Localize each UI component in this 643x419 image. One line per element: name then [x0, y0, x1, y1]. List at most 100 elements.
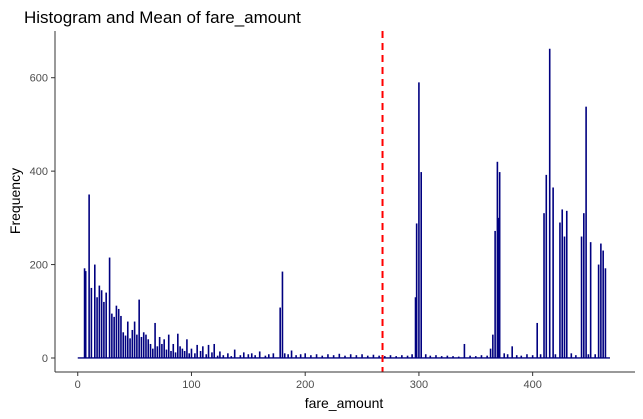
x-tick-label: 200	[296, 379, 314, 391]
y-ticks-group: 0 200 400 600	[30, 73, 55, 365]
histogram-bar	[117, 308, 120, 358]
histogram-bar	[129, 338, 131, 358]
histogram-bar	[452, 356, 454, 358]
histogram-bar	[604, 268, 607, 358]
histogram-bar	[202, 346, 204, 358]
histogram-bar	[414, 297, 417, 358]
histogram-bar	[111, 313, 113, 358]
histogram-bar	[580, 236, 583, 358]
y-tick-label: 600	[30, 73, 48, 85]
histogram-bar	[548, 48, 551, 358]
histogram-bar	[486, 355, 488, 358]
histogram-bar	[140, 336, 143, 358]
histogram-bar	[304, 353, 306, 358]
histogram-bar	[575, 355, 577, 358]
histogram-bar	[174, 352, 177, 358]
histogram-bar	[355, 355, 358, 358]
bars-group	[77, 48, 610, 359]
histogram-bar	[526, 354, 528, 358]
x-axis-label: fare_amount	[305, 395, 384, 411]
histogram-bar	[108, 257, 111, 358]
histogram-bar	[163, 339, 165, 358]
histogram-bar	[406, 355, 409, 358]
histogram-bar	[531, 355, 534, 358]
histogram-bar	[378, 355, 380, 358]
histogram-bar	[515, 355, 518, 358]
histogram-bar	[389, 355, 392, 358]
histogram-bar	[126, 321, 129, 358]
histogram-bar	[281, 271, 284, 358]
histogram-bar	[349, 354, 352, 358]
histogram-bar	[199, 350, 202, 358]
histogram-bar	[589, 242, 592, 358]
histogram-bar	[205, 354, 208, 358]
y-tick-label: 400	[30, 166, 48, 178]
histogram-bar	[239, 355, 242, 358]
y-tick-label: 200	[30, 260, 48, 272]
x-tick-label: 400	[523, 379, 541, 391]
histogram-bar	[474, 356, 477, 358]
histogram-bar	[254, 355, 256, 358]
histogram-bar	[156, 346, 159, 358]
histogram-bar	[494, 230, 496, 358]
histogram-bar	[179, 346, 181, 358]
histogram-bar	[338, 353, 341, 358]
histogram-bar	[133, 321, 136, 358]
histogram-bar	[446, 355, 449, 358]
histogram-bar	[411, 354, 413, 358]
y-axis-label: Frequency	[7, 168, 23, 234]
histogram-bar	[181, 348, 184, 358]
histogram-bar	[211, 352, 213, 358]
histogram-bar	[415, 223, 418, 358]
histogram-bar	[264, 355, 267, 358]
histogram-bar	[290, 350, 293, 358]
histogram-bar	[186, 339, 188, 358]
histogram-bar	[295, 355, 297, 358]
histogram-bar	[147, 339, 150, 358]
histogram-bar	[310, 355, 312, 358]
histogram-bar	[503, 353, 506, 358]
histogram-bar	[395, 356, 397, 358]
histogram-bar	[420, 172, 422, 358]
histogram-bar	[463, 343, 466, 358]
histogram-bar	[279, 307, 281, 358]
histogram-bar	[344, 355, 346, 358]
histogram-bar	[272, 353, 275, 358]
histogram-bar	[227, 353, 229, 358]
histogram-bar	[105, 292, 107, 358]
histogram-bar	[83, 268, 86, 358]
histogram-bar	[361, 354, 363, 358]
histogram-bar	[190, 348, 193, 358]
histogram-bar	[327, 354, 329, 358]
histogram-bar	[88, 194, 90, 358]
histogram-bar	[120, 315, 122, 358]
histogram-bar	[145, 334, 147, 358]
histogram-bar	[552, 187, 554, 358]
histogram-bar	[96, 297, 98, 358]
histogram-bar	[543, 213, 545, 358]
histogram-bar	[247, 354, 250, 358]
histogram-bar	[554, 354, 557, 358]
histogram-bar	[332, 355, 335, 358]
histogram-bar	[287, 354, 289, 358]
histogram-bar	[498, 172, 501, 358]
histogram-bar	[435, 355, 437, 358]
histogram-bar	[167, 334, 170, 358]
histogram-bar	[594, 354, 596, 358]
histogram-bar	[124, 335, 127, 358]
histogram-bar	[170, 350, 172, 358]
histogram-bar	[165, 349, 168, 358]
histogram-bar	[100, 290, 103, 358]
histogram-bar	[570, 353, 573, 358]
histogram-bar	[563, 236, 566, 358]
histogram-bar	[131, 329, 134, 358]
histogram-bar	[497, 217, 500, 358]
chart-title: Histogram and Mean of fare_amount	[24, 8, 301, 27]
histogram-bar	[142, 332, 145, 358]
histogram-bar	[424, 354, 427, 358]
histogram-bar	[440, 356, 443, 358]
histogram-bar	[583, 213, 585, 358]
histogram-bar	[242, 352, 245, 358]
histogram-bar	[122, 332, 125, 358]
